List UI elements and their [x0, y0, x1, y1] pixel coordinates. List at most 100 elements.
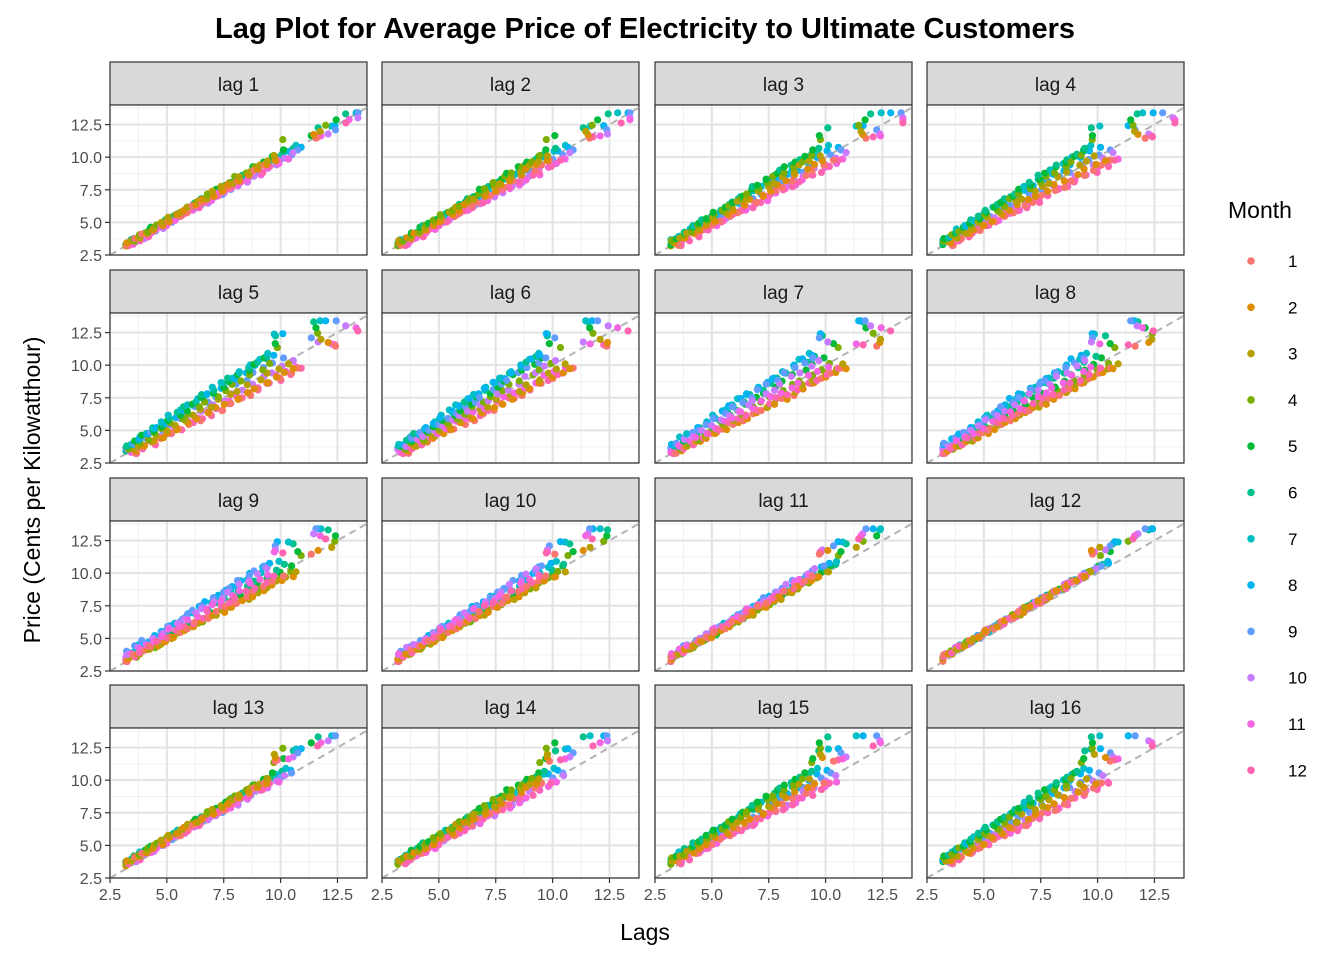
point: [736, 408, 745, 416]
point: [544, 369, 553, 377]
point: [1066, 385, 1074, 393]
point: [235, 580, 243, 588]
x-tick-label: 2.5: [644, 887, 666, 904]
legend-item-3: 3: [1247, 345, 1297, 364]
point: [535, 366, 543, 374]
legend-item-11: 11: [1247, 715, 1306, 734]
point: [1020, 798, 1028, 806]
point: [489, 599, 497, 607]
point: [1088, 132, 1097, 140]
point: [604, 322, 612, 330]
points: [667, 109, 907, 250]
point: [824, 124, 832, 132]
point: [801, 577, 809, 585]
point: [1105, 779, 1113, 787]
y-tick-label: 12.5: [71, 326, 102, 343]
point: [536, 351, 544, 359]
point: [1077, 151, 1085, 160]
legend-key: [1247, 720, 1255, 728]
point: [259, 168, 267, 177]
point: [740, 818, 748, 827]
facet-panel-9: lag 9 2.5 5.0 7.5 10.0 12.5: [71, 477, 368, 681]
legend-label: 1: [1288, 252, 1297, 271]
points: [939, 525, 1157, 665]
point: [702, 633, 710, 641]
point: [1101, 157, 1110, 165]
point: [138, 636, 146, 645]
legend-item-1: 1: [1247, 252, 1297, 271]
point: [536, 758, 544, 767]
facet-strip: [654, 684, 913, 729]
point: [496, 374, 504, 382]
point: [542, 744, 550, 752]
point: [480, 185, 488, 193]
point: [817, 785, 826, 794]
point: [561, 568, 569, 576]
point: [1081, 747, 1089, 755]
point: [280, 772, 288, 780]
point: [279, 549, 287, 557]
point: [551, 573, 560, 581]
point: [251, 584, 259, 593]
point: [1031, 805, 1039, 814]
point: [776, 380, 784, 388]
point: [769, 172, 777, 181]
point: [753, 798, 761, 806]
point: [801, 359, 809, 367]
legend-key: [1247, 257, 1255, 265]
point: [436, 626, 444, 635]
point: [829, 340, 838, 348]
point: [748, 608, 756, 616]
point: [212, 607, 220, 616]
point: [867, 110, 875, 118]
point: [480, 802, 488, 810]
point: [813, 764, 821, 772]
legend-label: 6: [1288, 484, 1297, 503]
points: [122, 732, 340, 870]
point: [284, 538, 293, 546]
point: [1133, 322, 1141, 330]
point: [1087, 363, 1095, 371]
point: [523, 582, 531, 591]
legend-item-9: 9: [1247, 622, 1297, 641]
point: [1050, 169, 1059, 177]
point: [809, 755, 817, 763]
point: [324, 526, 332, 534]
point: [624, 327, 632, 335]
x-tick-label: 7.5: [485, 887, 507, 904]
point: [970, 430, 978, 438]
point: [204, 409, 212, 417]
point: [1024, 815, 1032, 823]
y-tick-label: 5.0: [80, 215, 102, 232]
point: [709, 208, 717, 216]
point: [198, 195, 206, 204]
point: [264, 775, 272, 783]
point: [264, 157, 272, 165]
point: [135, 649, 143, 657]
point: [809, 572, 817, 580]
point: [759, 192, 767, 200]
point: [586, 324, 594, 332]
point: [1081, 789, 1089, 798]
point: [980, 222, 988, 230]
point: [257, 376, 265, 384]
point: [569, 548, 577, 556]
point: [1076, 161, 1084, 169]
point: [522, 794, 530, 802]
facet-strip: [381, 477, 640, 522]
point: [455, 402, 464, 410]
point: [873, 532, 881, 540]
point: [596, 132, 604, 140]
legend-item-6: 6: [1247, 484, 1297, 503]
point: [153, 637, 161, 645]
point: [708, 840, 716, 848]
point: [974, 212, 982, 220]
point: [292, 568, 300, 576]
point: [1067, 158, 1075, 166]
point: [974, 633, 982, 642]
point: [342, 110, 350, 118]
point: [801, 152, 809, 160]
point: [1041, 593, 1049, 601]
point: [245, 571, 253, 580]
point: [1171, 119, 1179, 127]
